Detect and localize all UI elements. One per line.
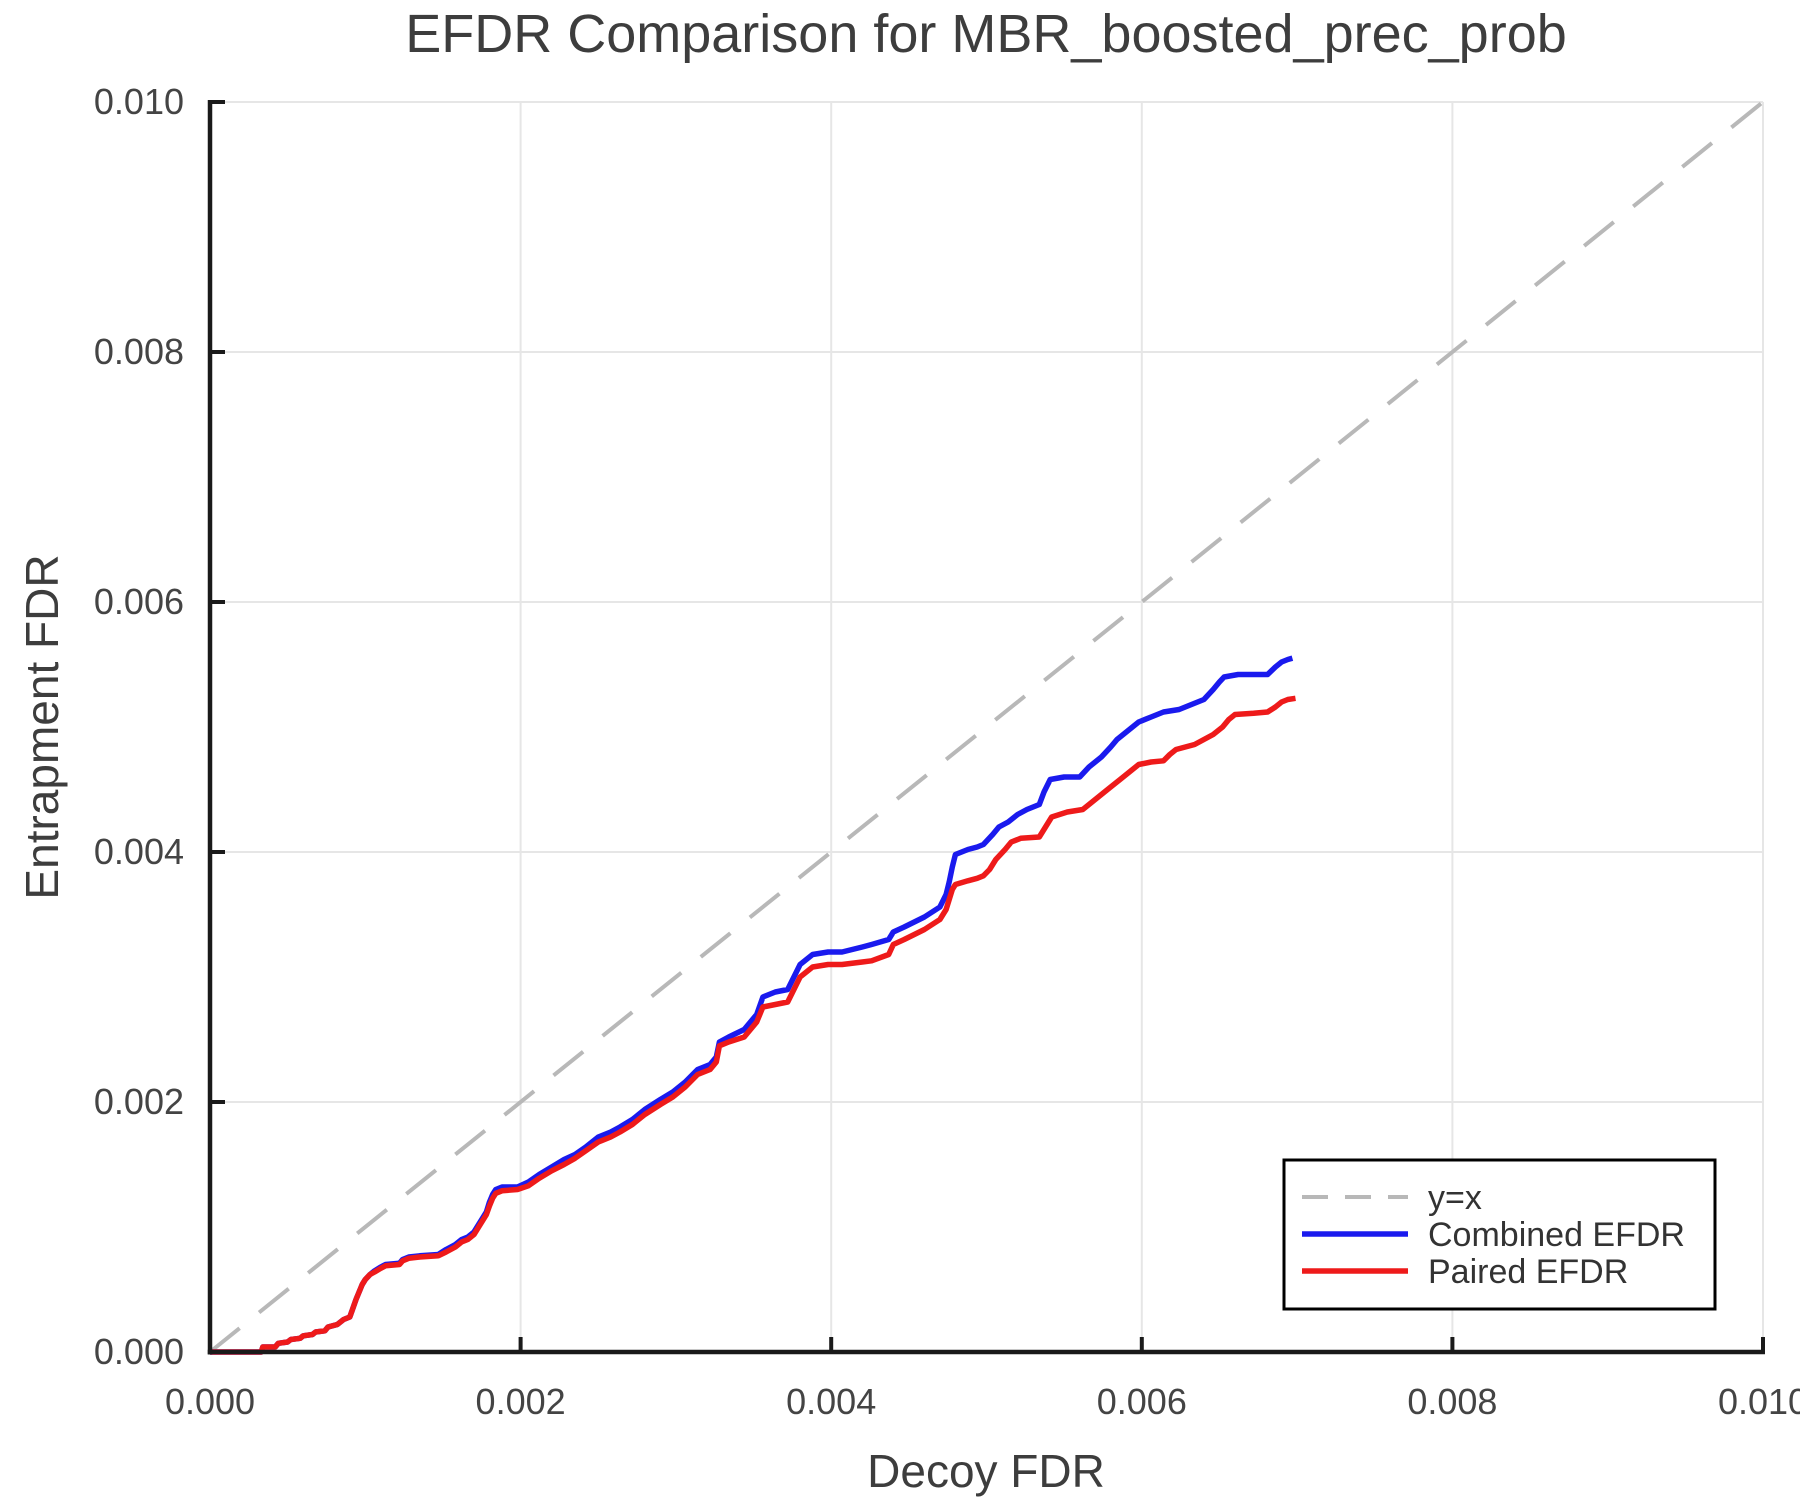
- y-tick-label: 0.000: [94, 1331, 184, 1372]
- axis-ticks: [208, 100, 1765, 1354]
- series-line-paired-efdr: [210, 695, 1296, 1355]
- gridlines: [210, 101, 1764, 1352]
- legend-label-paired-efdr: Paired EFDR: [1428, 1253, 1628, 1291]
- legend-label-yx: y=x: [1428, 1179, 1482, 1217]
- x-tick-label: 0.000: [165, 1381, 255, 1422]
- legend: y=x Combined EFDR Paired EFDR: [1282, 1158, 1717, 1311]
- x-tick-label: 0.004: [786, 1381, 876, 1422]
- tick-labels: 0.000 0.002 0.004 0.006 0.008 0.010 0.000 0.002…: [94, 81, 1800, 1422]
- series-line-y-x: [208, 100, 1765, 1354]
- series-line-combined-efdr: [210, 655, 1294, 1355]
- x-axis-label: Decoy FDR: [867, 1445, 1105, 1497]
- axes-spines: [207, 100, 1765, 1355]
- y-tick-label: 0.006: [94, 581, 184, 622]
- x-tick-label: 0.006: [1097, 1381, 1187, 1422]
- y-tick-label: 0.004: [94, 831, 184, 872]
- chart-title: EFDR Comparison for MBR_boosted_prec_pro…: [405, 4, 1567, 64]
- x-tick-label: 0.002: [476, 1381, 566, 1422]
- y-tick-label: 0.008: [94, 331, 184, 372]
- x-tick-label: 0.010: [1718, 1381, 1800, 1422]
- legend-label-combined-efdr: Combined EFDR: [1428, 1216, 1685, 1254]
- series-lines: [208, 100, 1765, 1355]
- y-tick-label: 0.002: [94, 1081, 184, 1122]
- y-axis-label: Entrapment FDR: [16, 554, 68, 899]
- x-tick-label: 0.008: [1407, 1381, 1497, 1422]
- y-tick-label: 0.010: [94, 81, 184, 122]
